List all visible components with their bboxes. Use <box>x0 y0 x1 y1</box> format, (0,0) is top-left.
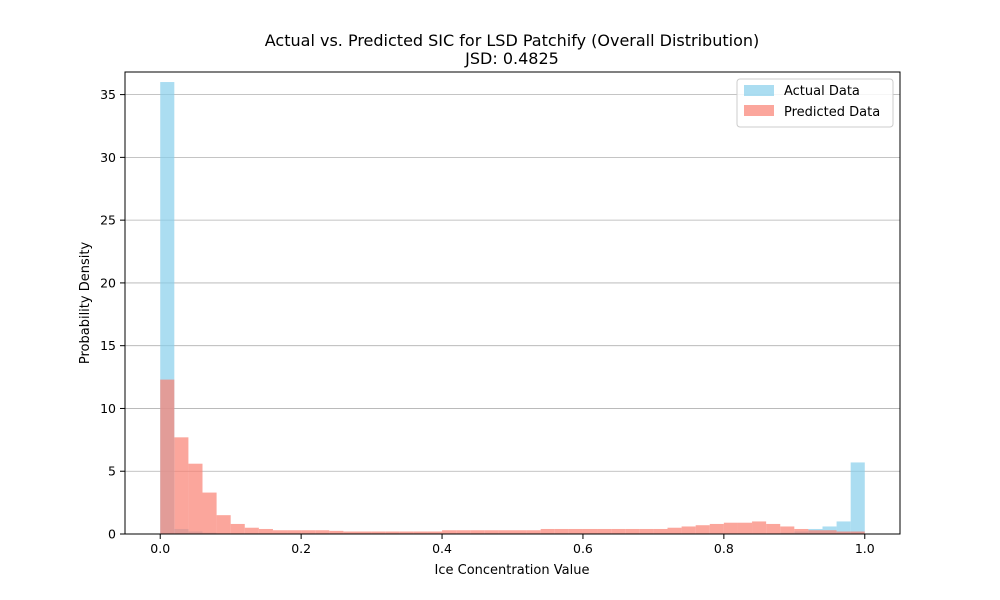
bar-predicted-32 <box>611 528 626 534</box>
legend-box <box>736 78 894 128</box>
bar-predicted-49 <box>850 531 865 534</box>
bar-predicted-46 <box>808 530 823 534</box>
bar-predicted-3 <box>202 492 217 534</box>
y-tick-label-7: 35 <box>100 87 116 102</box>
bar-predicted-24 <box>498 530 513 534</box>
bar-predicted-45 <box>794 528 809 534</box>
bar-predicted-44 <box>780 526 795 534</box>
bar-predicted-36 <box>667 527 682 534</box>
bar-predicted-38 <box>695 525 710 534</box>
bar-predicted-6 <box>244 527 259 534</box>
bar-predicted-4 <box>216 515 231 534</box>
bar-predicted-11 <box>315 530 330 534</box>
bar-predicted-29 <box>568 528 583 534</box>
bar-predicted-30 <box>582 528 598 534</box>
bar-predicted-25 <box>512 530 527 534</box>
y-tick-label-6: 30 <box>100 150 116 165</box>
bar-predicted-14 <box>357 531 372 534</box>
bar-predicted-21 <box>456 530 471 534</box>
bar-predicted-41 <box>737 522 753 534</box>
bar-predicted-43 <box>766 523 781 534</box>
y-tick-label-5: 25 <box>100 213 116 228</box>
gridlines <box>125 94 900 535</box>
y-tick-label-1: 5 <box>108 464 116 479</box>
bar-predicted-33 <box>625 528 640 534</box>
x-axis-ticks: 0.0 0.2 0.4 0.6 0.8 1.0 <box>150 534 875 556</box>
x-tick-label-1: 0.2 <box>291 541 311 556</box>
bar-predicted-8 <box>272 530 288 534</box>
x-tick-label-3: 0.6 <box>573 541 593 556</box>
bar-predicted-15 <box>371 531 386 534</box>
bar-predicted-9 <box>287 530 302 534</box>
actual-bars <box>160 82 865 534</box>
bar-predicted-20 <box>442 530 457 534</box>
bar-predicted-19 <box>427 531 443 534</box>
y-tick-label-3: 15 <box>100 338 116 353</box>
bar-predicted-27 <box>540 528 555 534</box>
bar-predicted-1 <box>174 437 189 534</box>
legend-label-predicted: Predicted Data <box>784 105 880 120</box>
bar-predicted-22 <box>470 530 485 534</box>
y-tick-label-4: 20 <box>100 275 116 290</box>
bar-predicted-16 <box>385 531 400 534</box>
bar-predicted-48 <box>836 531 851 534</box>
legend: Actual Data Predicted Data <box>736 78 894 128</box>
legend-swatch-actual <box>744 85 774 96</box>
chart-subtitle: JSD: 0.4825 <box>464 49 559 68</box>
bar-predicted-26 <box>526 530 541 534</box>
bar-predicted-35 <box>653 528 668 534</box>
x-tick-label-5: 1.0 <box>855 541 875 556</box>
x-tick-label-0: 0.0 <box>150 541 170 556</box>
x-tick-label-4: 0.8 <box>714 541 734 556</box>
y-axis-label: Probability Density <box>78 242 93 365</box>
legend-label-actual: Actual Data <box>784 84 860 99</box>
y-tick-label-0: 0 <box>108 527 116 542</box>
bar-predicted-17 <box>399 531 414 534</box>
x-tick-label-2: 0.4 <box>432 541 452 556</box>
bar-predicted-34 <box>639 528 654 534</box>
bar-predicted-13 <box>343 531 358 534</box>
bar-predicted-28 <box>554 528 569 534</box>
bar-predicted-37 <box>681 526 696 534</box>
bar-predicted-40 <box>723 522 738 534</box>
bar-predicted-18 <box>413 531 428 534</box>
bar-actual-48 <box>836 521 851 534</box>
bar-predicted-5 <box>230 523 245 534</box>
bar-actual-49 <box>850 462 865 534</box>
y-axis-ticks: 0 5 10 15 20 25 30 35 <box>100 87 125 542</box>
bar-predicted-47 <box>822 530 837 534</box>
bar-predicted-7 <box>258 528 273 534</box>
x-axis-label: Ice Concentration Value <box>435 563 590 578</box>
bar-predicted-39 <box>709 523 724 534</box>
chart-title: Actual vs. Predicted SIC for LSD Patchif… <box>265 31 759 50</box>
bar-predicted-0 <box>160 379 175 534</box>
y-tick-label-2: 10 <box>100 401 116 416</box>
bar-predicted-31 <box>597 528 612 534</box>
plot-frame <box>124 71 901 535</box>
bar-predicted-42 <box>752 521 767 534</box>
predicted-bars <box>160 379 865 534</box>
bar-predicted-12 <box>329 530 344 534</box>
bar-predicted-10 <box>301 530 316 534</box>
bar-predicted-23 <box>484 530 499 534</box>
bar-predicted-2 <box>188 463 203 534</box>
legend-swatch-predicted <box>744 105 774 116</box>
